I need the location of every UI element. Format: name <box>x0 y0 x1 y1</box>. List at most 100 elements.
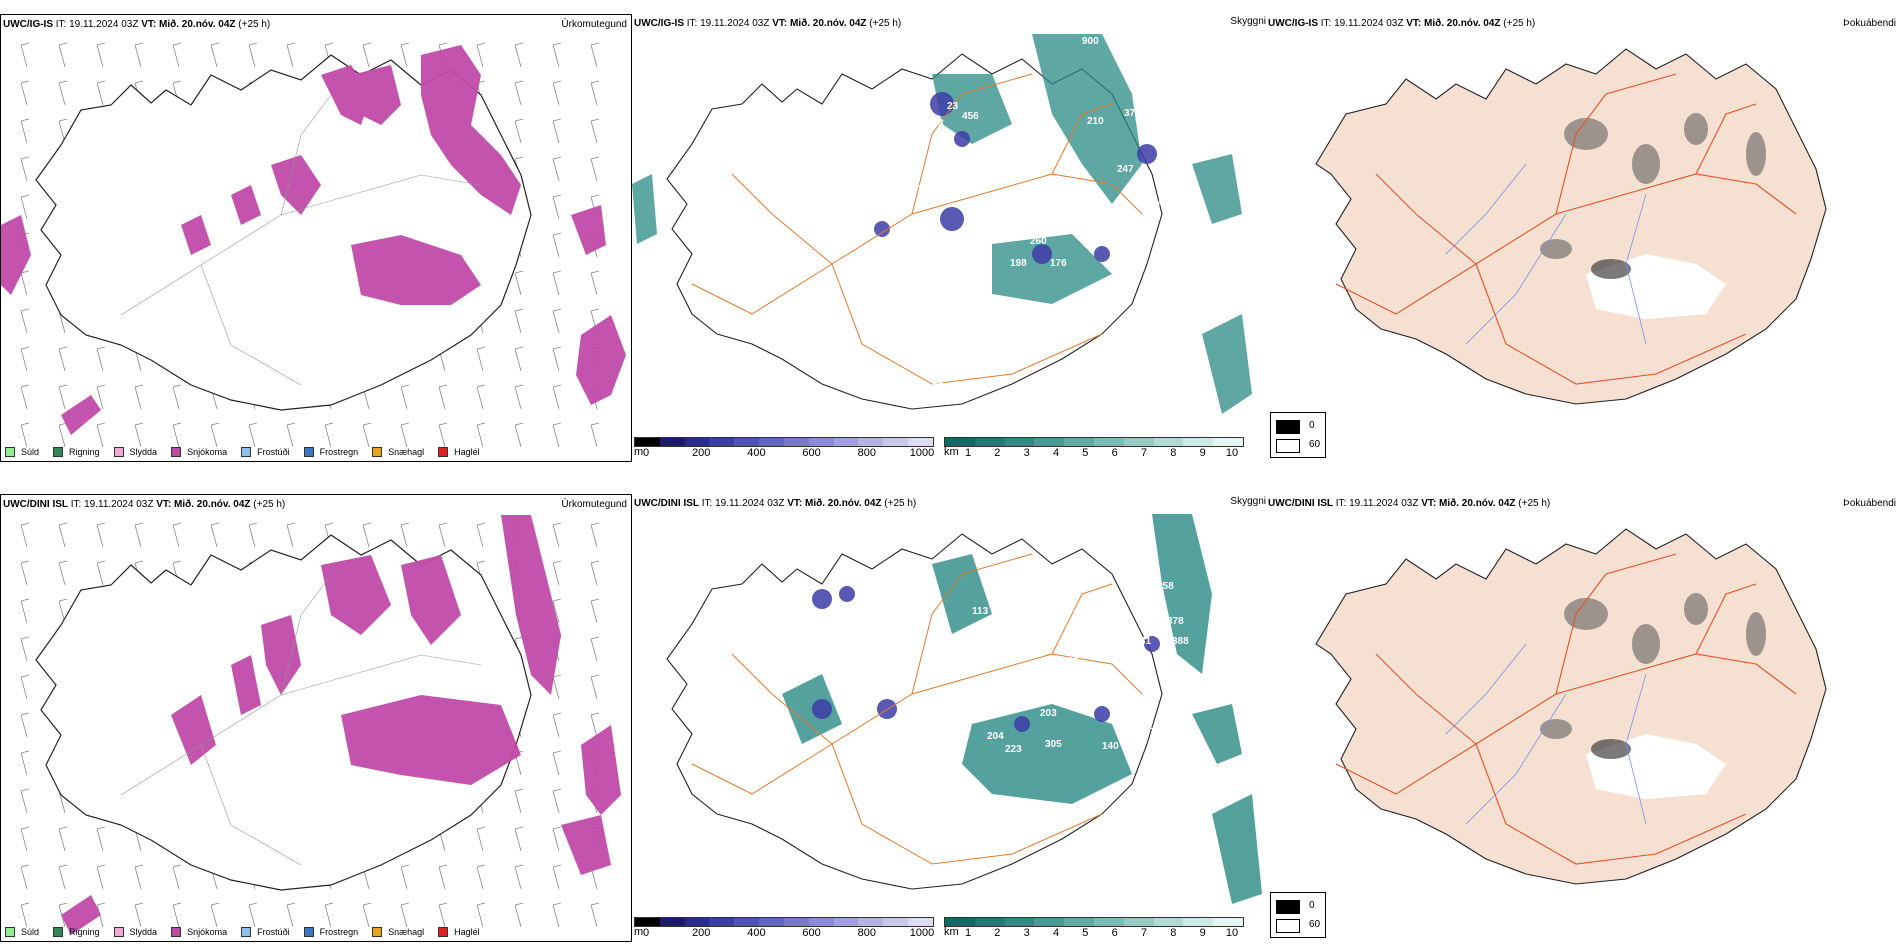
colorbar-tick-label: 3 <box>1023 447 1030 459</box>
wind-barb <box>96 826 106 852</box>
wind-barb <box>476 522 486 548</box>
wind-barb <box>362 902 372 928</box>
km-colorbar-cells <box>944 437 1244 447</box>
legend-label: Snjókoma <box>187 927 228 937</box>
wind-barb <box>172 422 182 448</box>
model-name: UWC/DINI ISL <box>1268 498 1333 509</box>
visibility-value-label: 16 <box>932 376 944 387</box>
visibility-value-label: 117 <box>1042 206 1059 217</box>
visibility-value-label: 260 <box>1030 236 1047 247</box>
wind-barb <box>590 636 600 662</box>
legend-item: Rigning <box>53 927 100 937</box>
panel-header: UWC/DINI ISL IT: 19.11.2024 03Z VT: Mið.… <box>634 498 916 509</box>
wind-barb <box>476 384 486 410</box>
wind-barb <box>58 80 68 106</box>
wind-barb <box>514 788 524 814</box>
wind-barb <box>552 826 562 852</box>
low-visibility-areas <box>632 34 1252 414</box>
legend-label: Rigning <box>69 927 100 937</box>
precip-type-panel-bottom: UWC/DINI ISL IT: 19.11.2024 03Z VT: Mið.… <box>0 494 632 942</box>
height-colorbar-cells <box>634 437 934 447</box>
visibility-value-label: 388 <box>1172 636 1189 647</box>
height-unit: m <box>634 446 644 458</box>
low-visibility-areas <box>782 514 1262 904</box>
colorbar-tick-label: 5 <box>1082 447 1089 459</box>
visibility-value-label: 132 <box>1110 263 1127 274</box>
lead-time: (+25 h) <box>884 498 917 509</box>
wind-barb <box>210 902 220 928</box>
it-value: 19.11.2024 03Z <box>1349 498 1419 509</box>
wind-barb <box>590 674 600 700</box>
wind-barb <box>514 864 524 890</box>
lead-time: (+25 h) <box>253 499 286 510</box>
legend-swatch <box>5 927 15 937</box>
wind-barb <box>400 384 410 410</box>
visibility-value-label: 247 <box>1117 164 1134 175</box>
visibility-value-label: 203 <box>1040 708 1057 719</box>
snow-areas <box>1 45 626 435</box>
vt-label: VT: <box>156 499 172 510</box>
vt-value: Mið. 20.nóv. 04Z <box>805 498 882 509</box>
legend-label: Frostregn <box>319 927 359 937</box>
wind-barb <box>476 422 486 448</box>
low-cloud-base <box>812 586 1160 732</box>
km-colorbar-ticks: 1 2 3 4 5 6 7 8 9 10 <box>944 927 1244 939</box>
wind-barb <box>552 346 562 372</box>
panel-title: Úrkomutegund <box>561 499 627 510</box>
colorbar-cell <box>1093 918 1124 926</box>
daylight-legend-bottom: 0 60 <box>1270 892 1326 938</box>
wind-barb <box>20 422 30 448</box>
visibility-value-label: 516 <box>1142 721 1159 732</box>
wind-barb <box>552 232 562 258</box>
colorbar-cell <box>684 918 710 926</box>
wind-barb <box>58 522 68 548</box>
visibility-value-label: 210 <box>1087 116 1104 127</box>
wind-barb <box>134 522 144 548</box>
light-swatch <box>1276 919 1300 933</box>
colorbar-cell <box>1034 918 1065 926</box>
wind-barb <box>552 308 562 334</box>
visibility-value-label: 147 <box>876 754 893 765</box>
wind-barb <box>552 156 562 182</box>
legend-label: Slydda <box>129 447 158 457</box>
coastline <box>666 53 1163 410</box>
it-value: 19.11.2024 03Z <box>715 498 785 509</box>
it-label: IT: <box>1335 498 1347 509</box>
panel-header: UWC/DINI ISL IT: 19.11.2024 03Z VT: Mið.… <box>3 499 285 510</box>
legend-item: Haglél <box>438 447 480 457</box>
colorbar-cell <box>709 438 735 446</box>
wind-barb <box>514 346 524 372</box>
vt-value: Mið. 20.nóv. 04Z <box>159 19 236 30</box>
colorbar-cell <box>734 438 760 446</box>
vt-label: VT: <box>787 498 803 509</box>
colorbar-cell <box>635 918 660 926</box>
wind-barb <box>438 384 448 410</box>
lead-time: (+25 h) <box>1503 18 1536 29</box>
wind-barb <box>590 118 600 144</box>
wind-barb <box>324 902 334 928</box>
precip-map <box>1 42 626 448</box>
visibility-value-label: 31 <box>1140 636 1152 647</box>
visibility-value-label: 23 <box>947 101 959 112</box>
wind-barb <box>172 864 182 890</box>
visibility-value-label: 787 <box>1177 683 1194 694</box>
colorbar-cell <box>1123 438 1154 446</box>
height-colorbar: 0 200 400 600 800 1000 m <box>634 917 934 939</box>
height-unit: m <box>634 926 644 938</box>
it-value: 19.11.2024 03Z <box>1334 18 1404 29</box>
legend-label: Snjókoma <box>187 447 228 457</box>
colorbar-cell <box>734 918 760 926</box>
light-swatch <box>1276 439 1300 453</box>
daylight-legend-top: 0 60 <box>1270 412 1326 458</box>
wind-barb <box>134 864 144 890</box>
visibility-value-label: 96 <box>1027 683 1039 694</box>
it-value: 19.11.2024 03Z <box>700 18 770 29</box>
colorbar-cell <box>659 438 685 446</box>
legend-swatch <box>372 927 383 937</box>
colorbar-cell <box>659 918 685 926</box>
wind-barb <box>590 902 600 928</box>
roads <box>691 553 1143 865</box>
wind-barb <box>20 308 30 334</box>
colorbar-cell <box>974 438 1005 446</box>
visibility-value-label: 835 <box>1087 596 1104 607</box>
